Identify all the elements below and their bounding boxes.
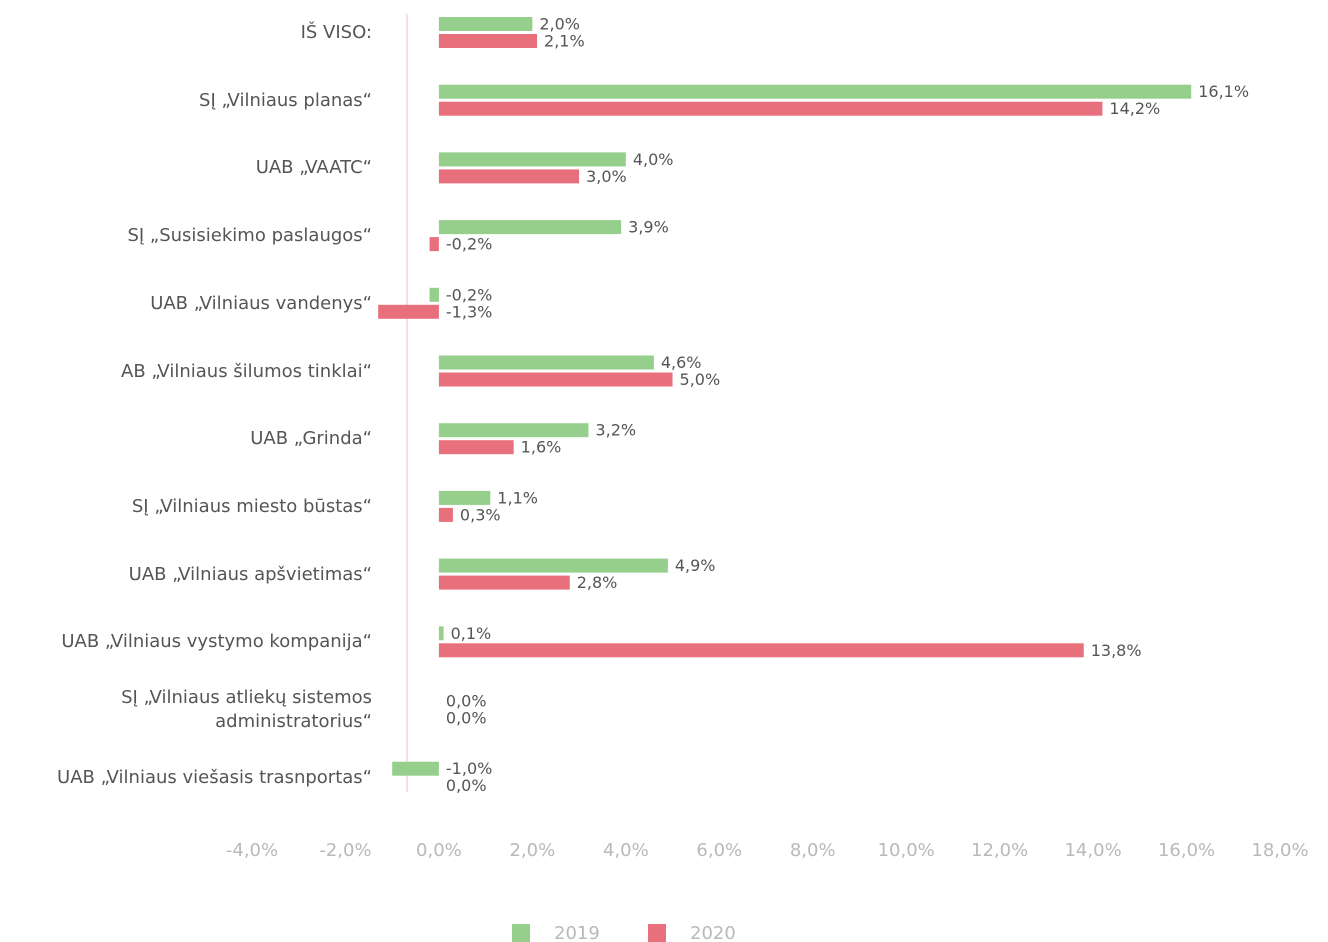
bar xyxy=(438,643,1084,658)
category-label: UAB „Vilniaus apšvietimas“ xyxy=(128,563,372,585)
value-label: 0,0% xyxy=(446,776,487,795)
legend-label: 2019 xyxy=(554,923,600,942)
bar xyxy=(438,152,626,167)
value-label: 1,6% xyxy=(521,438,562,457)
bar xyxy=(429,287,439,302)
bar xyxy=(429,237,439,252)
category-label: UAB „Grinda“ xyxy=(250,428,372,450)
value-label: 14,2% xyxy=(1109,99,1160,118)
category-label: AB „Vilniaus šilumos tinklai“ xyxy=(121,360,372,382)
bar xyxy=(438,423,589,438)
value-label: 0,0% xyxy=(446,709,487,728)
value-label: -0,2% xyxy=(446,285,492,304)
bar xyxy=(438,169,580,184)
bar xyxy=(378,304,439,319)
x-tick-label: 16,0% xyxy=(1158,840,1215,861)
value-label: 3,9% xyxy=(628,218,669,237)
value-label: 4,9% xyxy=(675,556,716,575)
bar xyxy=(438,101,1103,116)
x-tick-label: 18,0% xyxy=(1251,840,1308,861)
value-label: 3,0% xyxy=(586,167,627,186)
x-tick-label: 14,0% xyxy=(1064,840,1121,861)
bar xyxy=(392,761,439,776)
category-label: SĮ „Vilniaus miesto būstas“ xyxy=(131,495,372,517)
category-label: IŠ VISO: xyxy=(300,22,372,43)
bar xyxy=(438,355,654,370)
value-label: -1,3% xyxy=(446,302,492,321)
legend-swatch xyxy=(512,924,530,942)
x-tick-label: 2,0% xyxy=(509,840,555,861)
value-label: -1,0% xyxy=(446,759,492,778)
value-label: 0,1% xyxy=(451,624,492,643)
bar xyxy=(438,372,673,387)
bar xyxy=(438,84,1192,99)
legend-label: 2020 xyxy=(690,923,736,942)
x-tick-label: -4,0% xyxy=(226,840,278,861)
x-tick-label: 0,0% xyxy=(416,840,462,861)
x-tick-label: -2,0% xyxy=(319,840,371,861)
bar xyxy=(438,34,538,48)
category-label: SĮ „Vilniaus atliekų sistemos administra… xyxy=(121,687,372,732)
bar xyxy=(438,507,453,522)
category-label: UAB „Vilniaus vystymo kompanija“ xyxy=(61,631,372,653)
value-label: 1,1% xyxy=(497,488,538,507)
value-label: 5,0% xyxy=(680,370,721,389)
value-label: 13,8% xyxy=(1091,641,1142,660)
category-label: SĮ „Susisiekimo paslaugos“ xyxy=(127,225,372,247)
bar xyxy=(438,220,622,235)
value-label: 4,0% xyxy=(633,150,674,169)
category-label: UAB „Vilniaus vandenys“ xyxy=(150,292,372,314)
x-tick-label: 10,0% xyxy=(878,840,935,861)
x-tick-label: 12,0% xyxy=(971,840,1028,861)
value-label: 3,2% xyxy=(595,421,636,440)
value-label: -0,2% xyxy=(446,235,492,254)
x-tick-label: 8,0% xyxy=(790,840,836,861)
legend-swatch xyxy=(648,924,666,942)
category-label: UAB „Vilniaus viešasis trasnportas“ xyxy=(57,766,372,788)
value-label: 0,0% xyxy=(446,692,487,711)
bar xyxy=(438,626,444,641)
bar xyxy=(438,17,533,31)
bar xyxy=(438,558,668,573)
bar xyxy=(438,440,514,455)
bar xyxy=(438,490,491,505)
value-label: 4,6% xyxy=(661,353,702,372)
value-label: 2,0% xyxy=(539,15,580,34)
x-tick-label: 4,0% xyxy=(603,840,649,861)
value-label: 0,3% xyxy=(460,505,501,524)
x-tick-label: 6,0% xyxy=(696,840,742,861)
value-label: 2,1% xyxy=(544,32,585,51)
value-label: 2,8% xyxy=(577,573,618,592)
category-label: SĮ „Vilniaus planas“ xyxy=(199,89,372,111)
value-label: 16,1% xyxy=(1198,82,1249,101)
category-label: UAB „VAATC“ xyxy=(255,157,372,179)
bar xyxy=(438,575,570,590)
